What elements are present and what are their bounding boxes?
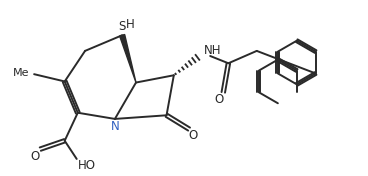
Text: Me: Me (13, 68, 30, 78)
Text: S: S (118, 20, 126, 33)
Text: H: H (126, 18, 135, 31)
Text: NH: NH (204, 44, 221, 57)
Polygon shape (120, 34, 136, 83)
Text: O: O (214, 93, 223, 106)
Text: O: O (31, 150, 40, 163)
Text: HO: HO (78, 159, 96, 172)
Text: N: N (111, 120, 120, 133)
Text: O: O (188, 129, 197, 142)
